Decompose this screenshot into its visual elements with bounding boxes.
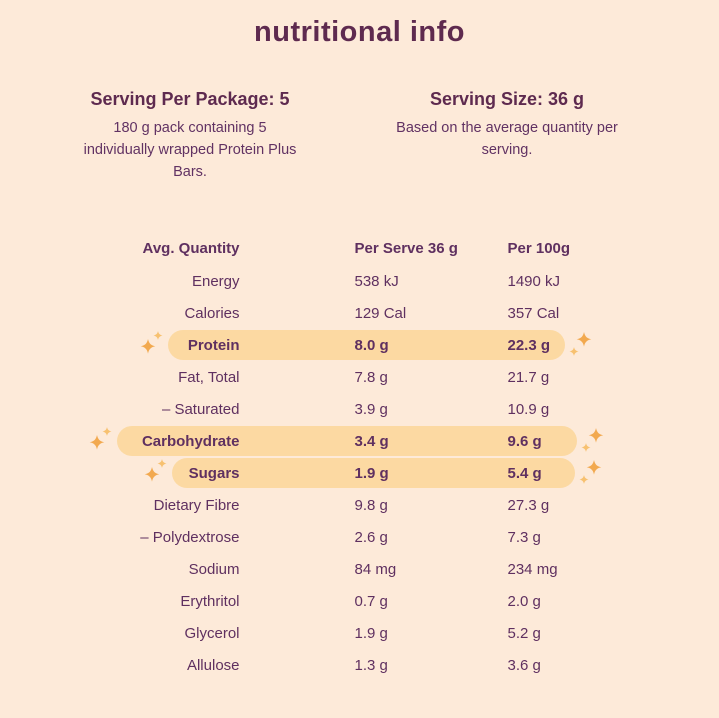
serving-per-package-description: 180 g pack containing 5 individually wra…	[83, 120, 297, 180]
row-per-100g-value: 22.3 g	[507, 336, 551, 354]
row-label: Erythritol	[180, 592, 240, 610]
serving-per-package-block: Serving Per Package: 5 180 g pack contai…	[55, 89, 325, 183]
table-row: Erythritol 0.7 g 2.0 g	[100, 585, 620, 617]
row-label: – Saturated	[161, 400, 240, 418]
table-row: Calories 129 Cal 357 Cal	[100, 297, 620, 329]
highlight-pill	[144, 458, 601, 488]
row-per-serve-value: 1.9 g	[354, 464, 389, 482]
row-per-serve-value: 2.6 g	[354, 528, 388, 546]
row-per-serve-value: 538 kJ	[354, 272, 399, 290]
highlight-pill	[89, 426, 603, 456]
table-row: Glycerol 1.9 g 5.2 g	[100, 617, 620, 649]
row-per-serve-value: 9.8 g	[354, 496, 388, 514]
row-label: Sodium	[188, 560, 240, 578]
row-label: Calories	[184, 304, 240, 322]
table-row: Allulose 1.3 g 3.6 g	[100, 649, 620, 681]
row-per-100g-value: 2.0 g	[507, 592, 541, 610]
table-row: Energy 538 kJ 1490 kJ	[100, 265, 620, 297]
row-per-100g-value: 21.7 g	[507, 368, 550, 386]
row-per-serve-value: 129 Cal	[354, 304, 407, 322]
header-per-100g: Per 100g	[507, 239, 571, 257]
row-per-100g-value: 7.3 g	[507, 528, 541, 546]
sparkle-icon	[579, 423, 607, 457]
table-body: Energy 538 kJ 1490 kJ Calories 129 Cal 3…	[89, 265, 620, 681]
row-per-100g-value: 10.9 g	[507, 400, 550, 418]
row-label: Protein	[187, 336, 240, 354]
nutrition-table: Avg. Quantity Per Serve 36 g Per 100g En…	[89, 231, 620, 681]
row-per-100g-value: 5.2 g	[507, 624, 541, 642]
highlight-pill	[140, 330, 591, 360]
serving-size-description: Based on the average quantity per servin…	[396, 120, 618, 158]
row-per-serve-value: 1.3 g	[354, 656, 388, 674]
serving-size-block: Serving Size: 36 g Based on the average …	[352, 89, 662, 183]
row-per-100g-value: 3.6 g	[507, 656, 541, 674]
row-label: Dietary Fibre	[153, 496, 240, 514]
table-row: Sugars 1.9 g 5.4 g	[100, 457, 620, 489]
row-per-serve-value: 3.9 g	[354, 400, 388, 418]
row-per-100g-value: 5.4 g	[507, 464, 542, 482]
table-row: – Polydextrose 2.6 g 7.3 g	[100, 521, 620, 553]
header-per-serve: Per Serve 36 g	[354, 239, 458, 257]
row-per-serve-value: 0.7 g	[354, 592, 388, 610]
sparkle-icon	[142, 455, 170, 489]
row-label: Sugars	[188, 464, 240, 482]
row-per-100g-value: 357 Cal	[507, 304, 560, 322]
sparkle-icon	[138, 327, 166, 361]
row-per-serve-value: 84 mg	[354, 560, 397, 578]
row-label: – Polydextrose	[140, 528, 240, 546]
row-per-serve-value: 8.0 g	[354, 336, 389, 354]
serving-per-package-heading: Serving Per Package: 5	[90, 89, 290, 109]
table-row: – Saturated 3.9 g 10.9 g	[100, 393, 620, 425]
sparkle-icon	[577, 455, 605, 489]
table-row: Protein 8.0 g 22.3 g	[100, 329, 620, 361]
table-row: Dietary Fibre 9.8 g 27.3 g	[100, 489, 620, 521]
row-label: Carbohydrate	[141, 432, 240, 450]
serving-size-heading: Serving Size: 36 g	[429, 89, 585, 109]
page-title: nutritional info	[254, 16, 465, 48]
row-label: Allulose	[186, 656, 240, 674]
sparkle-icon	[87, 423, 115, 457]
header-avg-quantity: Avg. Quantity	[142, 239, 240, 257]
row-per-100g-value: 9.6 g	[507, 432, 542, 450]
row-per-100g-value: 1490 kJ	[507, 272, 561, 290]
row-label: Energy	[191, 272, 240, 290]
serving-info-section: Serving Per Package: 5 180 g pack contai…	[0, 89, 719, 183]
row-label: Glycerol	[184, 624, 240, 642]
row-per-serve-value: 1.9 g	[354, 624, 388, 642]
table-header-row: Avg. Quantity Per Serve 36 g Per 100g	[100, 231, 620, 265]
row-per-100g-value: 234 mg	[507, 560, 558, 578]
sparkle-icon	[567, 327, 595, 361]
table-row: Fat, Total 7.8 g 21.7 g	[100, 361, 620, 393]
table-row: Sodium 84 mg 234 mg	[100, 553, 620, 585]
row-per-serve-value: 7.8 g	[354, 368, 388, 386]
row-label: Fat, Total	[178, 368, 240, 386]
row-per-serve-value: 3.4 g	[354, 432, 389, 450]
table-row: Carbohydrate 3.4 g 9.6 g	[89, 425, 620, 457]
row-per-100g-value: 27.3 g	[507, 496, 550, 514]
